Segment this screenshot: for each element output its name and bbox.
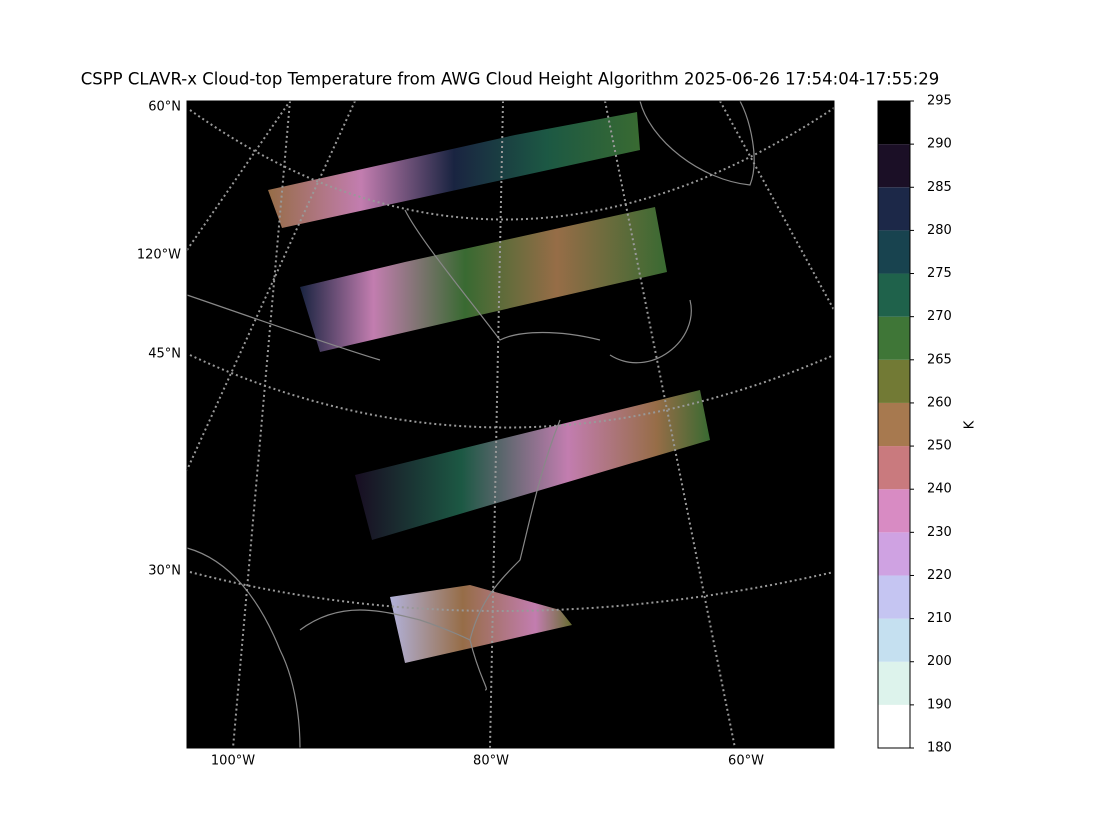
lon-label: 60°W — [728, 754, 764, 769]
colorbar-tick-label: 180 — [927, 741, 952, 756]
colorbar-segment — [878, 101, 910, 145]
swath — [300, 207, 667, 352]
colorbar-tick-label: 280 — [927, 223, 952, 238]
colorbar-segment — [878, 359, 910, 403]
colorbar-segment — [878, 402, 910, 447]
swath — [268, 112, 640, 228]
colorbar-tick-label: 200 — [927, 654, 952, 669]
colorbar-segment — [878, 532, 910, 576]
colorbar-tick-label: 290 — [927, 137, 952, 152]
colorbar-tick-label: 220 — [927, 568, 952, 583]
lat-label: 30°N — [148, 564, 181, 579]
colorbar-tick-label: 265 — [927, 352, 952, 367]
colorbar-tick-label: 275 — [927, 266, 952, 281]
colorbar-tick-label: 190 — [927, 697, 952, 712]
colorbar-tick-label: 295 — [927, 94, 952, 109]
colorbar-segment — [878, 230, 910, 274]
colorbar-segment — [878, 144, 910, 188]
colorbar-segment — [878, 446, 910, 490]
swath — [390, 585, 572, 663]
colorbar-tick-label: 285 — [927, 180, 952, 195]
colorbar-tick-label: 270 — [927, 309, 952, 324]
coastlines — [186, 100, 755, 749]
colorbar-tick-label: 240 — [927, 482, 952, 497]
colorbar-segment — [878, 489, 910, 533]
colorbar-segment — [878, 704, 910, 748]
map-frame — [186, 100, 835, 749]
lat-label: 120°W — [137, 248, 181, 263]
graticule — [186, 100, 835, 749]
colorbar-segment — [878, 661, 910, 705]
colorbar-tick-label: 210 — [927, 611, 952, 626]
lon-label: 80°W — [473, 754, 509, 769]
colorbar-segment — [878, 187, 910, 231]
colorbar-tick-label: 250 — [927, 439, 952, 454]
colorbar-tick-label: 230 — [927, 525, 952, 540]
colorbar-label: K — [963, 420, 978, 429]
title: CSPP CLAVR-x Cloud-top Temperature from … — [81, 70, 940, 89]
colorbar-segment — [878, 618, 910, 662]
colorbar-segment — [878, 316, 910, 360]
colorbar-segment — [878, 273, 910, 317]
lat-label: 60°N — [148, 100, 181, 115]
lon-label: 100°W — [211, 754, 255, 769]
colorbar-segment — [878, 575, 910, 619]
map — [186, 100, 835, 749]
colorbar-tick-label: 260 — [927, 395, 952, 410]
lat-label: 45°N — [148, 347, 181, 362]
swath — [355, 390, 710, 540]
colorbar-frame — [877, 100, 911, 749]
